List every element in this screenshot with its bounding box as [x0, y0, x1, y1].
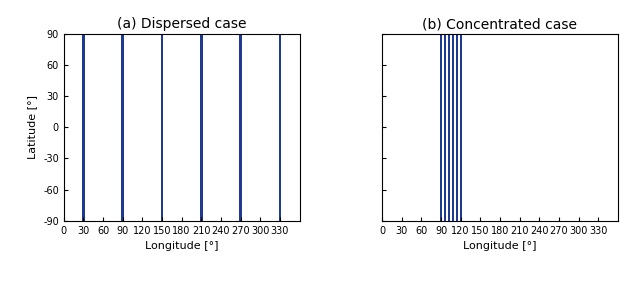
Bar: [452, 34, 454, 221]
Y-axis label: Latitude [°]: Latitude [°]: [27, 95, 38, 159]
X-axis label: Longitude [°]: Longitude [°]: [463, 241, 537, 251]
Bar: [240, 34, 242, 221]
Bar: [448, 34, 450, 221]
Bar: [278, 34, 281, 221]
Bar: [121, 34, 124, 221]
Bar: [200, 34, 203, 221]
Bar: [161, 34, 163, 221]
Bar: [440, 34, 442, 221]
Bar: [82, 34, 85, 221]
X-axis label: Longitude [°]: Longitude [°]: [145, 241, 218, 251]
Title: (a) Dispersed case: (a) Dispersed case: [117, 17, 247, 31]
Bar: [444, 34, 446, 221]
Bar: [455, 34, 458, 221]
Bar: [460, 34, 462, 221]
Title: (b) Concentrated case: (b) Concentrated case: [422, 17, 578, 31]
